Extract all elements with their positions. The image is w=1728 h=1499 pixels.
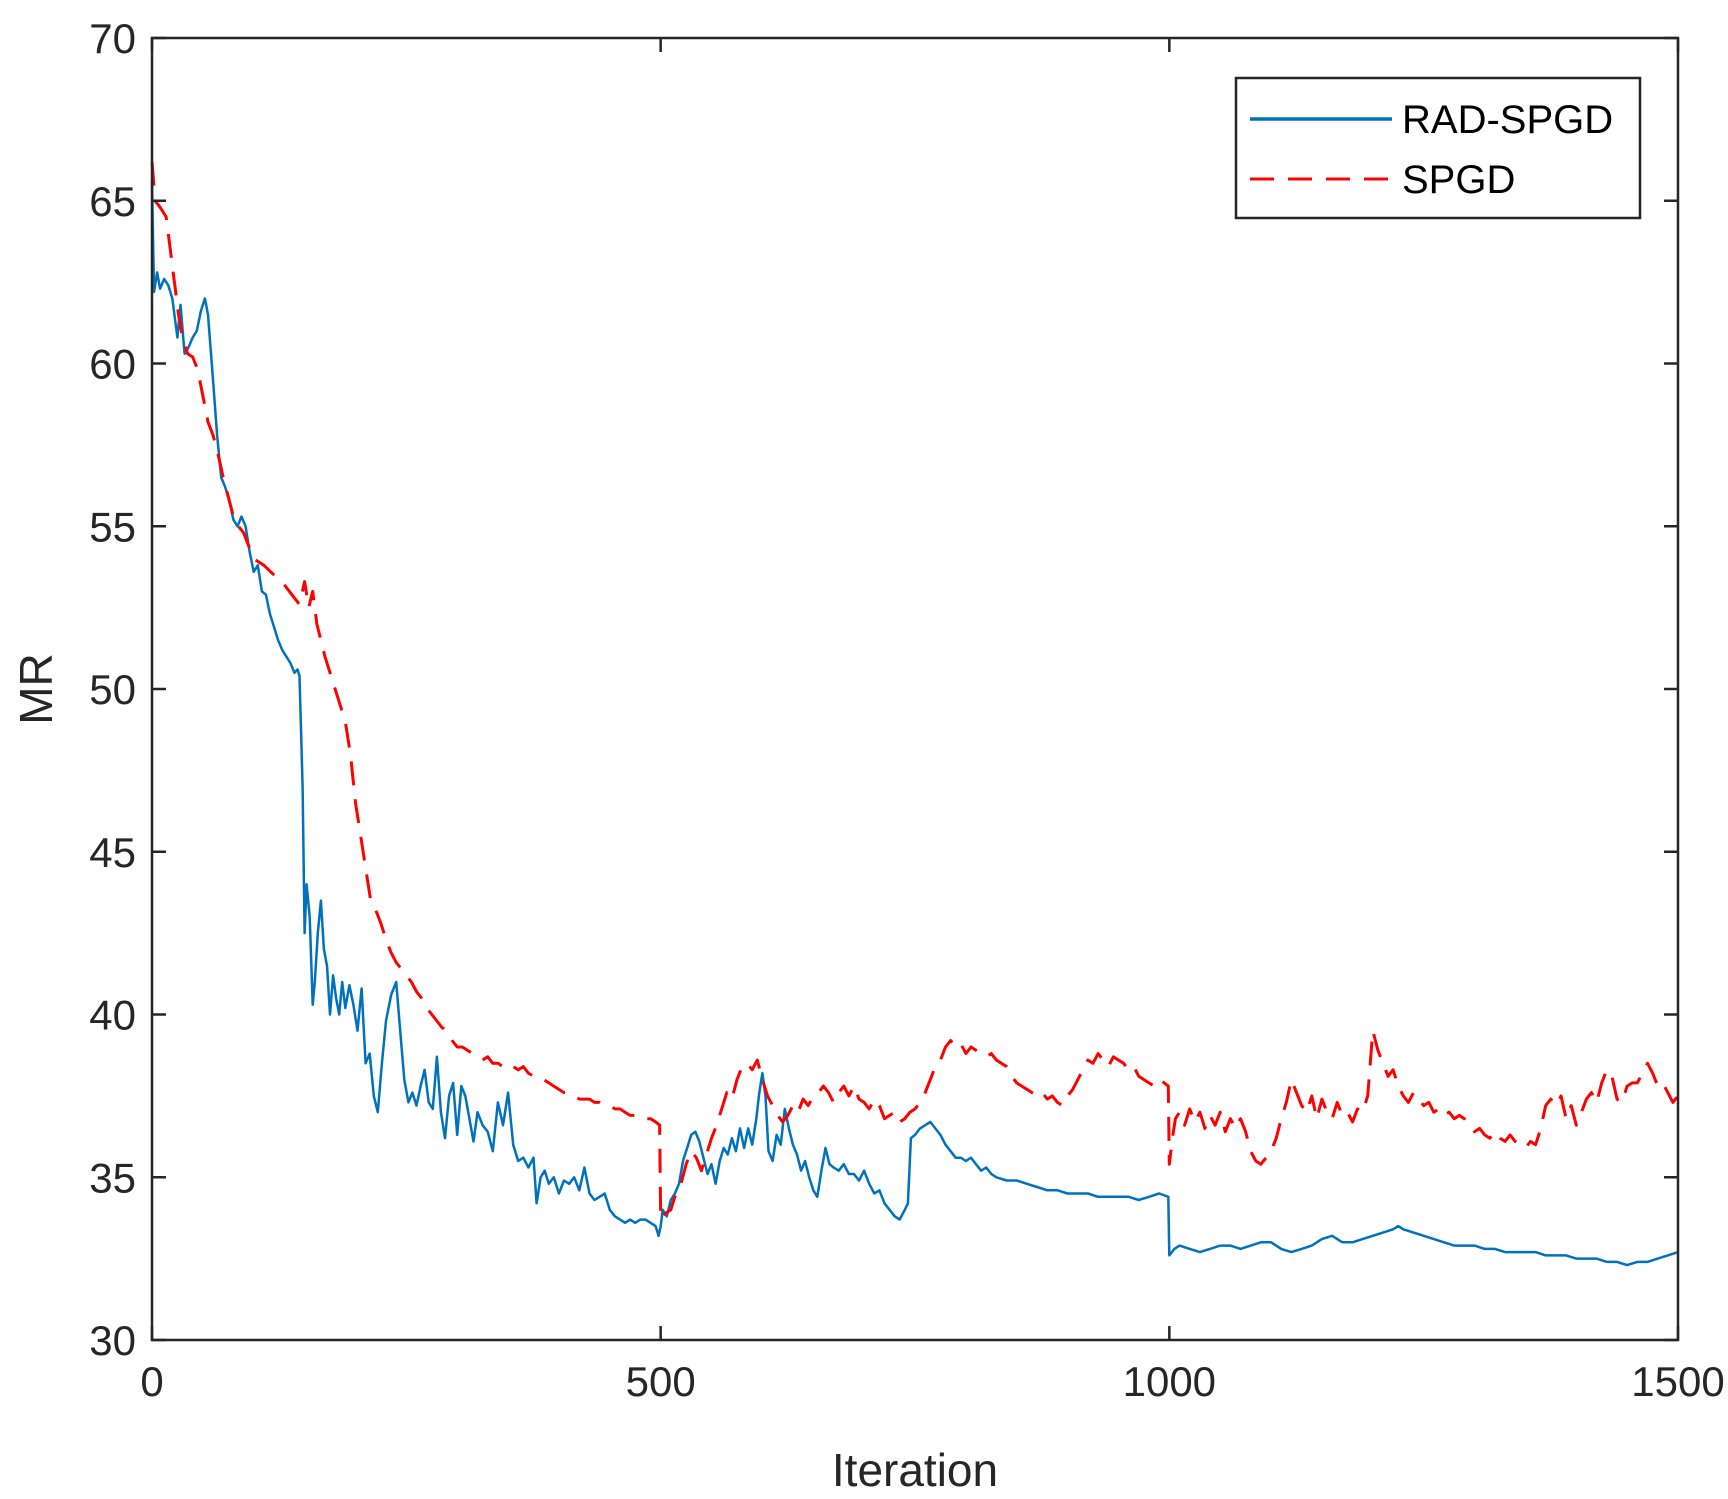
y-axis-label: MR — [10, 653, 62, 725]
series-line-spgd — [150, 161, 1680, 1222]
legend-label-spgd: SPGD — [1402, 158, 1515, 202]
plot-background — [152, 38, 1678, 1340]
y-tick-label: 40 — [89, 992, 136, 1039]
y-tick-label: 45 — [89, 829, 136, 876]
y-tick-label: 50 — [89, 666, 136, 713]
series-layer — [150, 161, 1680, 1267]
series-line-rad-spgd — [150, 181, 1679, 1267]
y-tick-label: 70 — [89, 15, 136, 62]
x-tick-label: 1000 — [1123, 1358, 1216, 1405]
x-ticks: 0 500 1000 1500 — [140, 38, 1725, 1405]
y-tick-label: 65 — [89, 178, 136, 225]
y-tick-label: 55 — [89, 503, 136, 550]
legend: RAD-SPGD SPGD — [1234, 76, 1642, 220]
plot-area: 0 500 1000 1500 30 35 40 45 50 55 60 65 70 — [89, 15, 1724, 1405]
y-ticks: 30 35 40 45 50 55 60 65 70 — [89, 15, 1678, 1364]
x-tick-label: 500 — [626, 1358, 696, 1405]
legend-label-rad-spgd: RAD-SPGD — [1402, 98, 1613, 142]
legend-box — [1234, 76, 1642, 220]
x-axis-label: Iteration — [832, 1444, 998, 1496]
y-tick-label: 60 — [89, 341, 136, 388]
x-tick-label: 0 — [140, 1358, 163, 1405]
y-tick-label: 35 — [89, 1154, 136, 1201]
y-tick-label: 30 — [89, 1317, 136, 1364]
x-tick-label: 1500 — [1631, 1358, 1724, 1405]
